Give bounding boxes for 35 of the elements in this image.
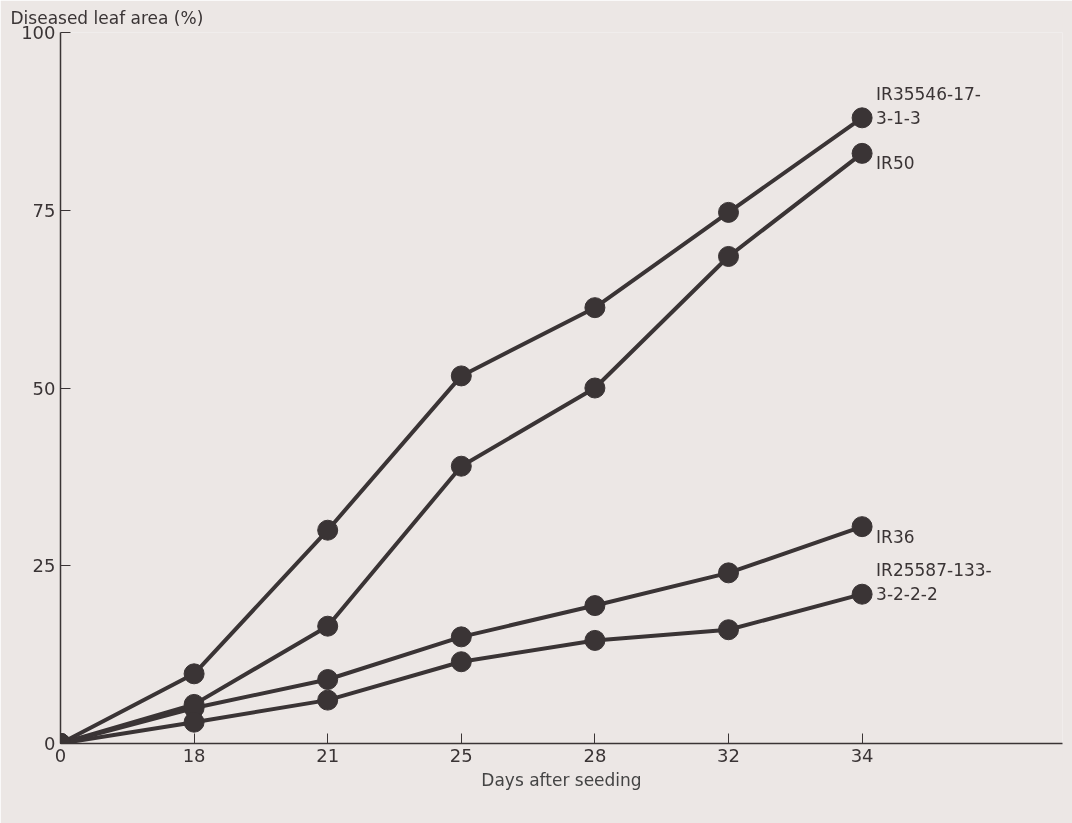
y-tick-label: 75: [32, 199, 56, 221]
point: [718, 201, 739, 223]
x-tick-label: 21: [316, 744, 340, 766]
point: [718, 619, 739, 641]
point: [851, 583, 873, 605]
y-tick-label: 50: [32, 377, 56, 399]
point: [584, 297, 606, 319]
point: [584, 595, 606, 617]
series-label: IR36: [876, 526, 915, 547]
point: [718, 245, 739, 267]
point: [584, 629, 606, 651]
y-tick-label: 25: [32, 555, 56, 577]
point: [450, 365, 472, 387]
x-axis-title: Days after seeding: [481, 769, 642, 790]
x-tick-label: 28: [583, 744, 607, 766]
point: [851, 516, 873, 538]
x-tick-label: 32: [717, 744, 740, 766]
point: [851, 142, 873, 164]
point: [317, 689, 339, 711]
point: [317, 519, 339, 541]
x-tick-label: 25: [449, 744, 473, 766]
series-label: IR35546-17-3-1-3: [876, 83, 981, 128]
point: [450, 455, 472, 477]
series-label: IR25587-133-3-2-2-2: [876, 560, 992, 605]
point: [183, 663, 205, 685]
point: [851, 107, 873, 129]
point: [317, 669, 339, 690]
point: [317, 615, 339, 637]
series-label: IR50: [876, 153, 915, 174]
x-tick-label: 18: [182, 744, 206, 766]
point: [718, 562, 739, 584]
x-tick-label: 34: [850, 744, 874, 766]
point: [450, 626, 472, 648]
point: [450, 651, 472, 673]
point: [584, 377, 606, 399]
